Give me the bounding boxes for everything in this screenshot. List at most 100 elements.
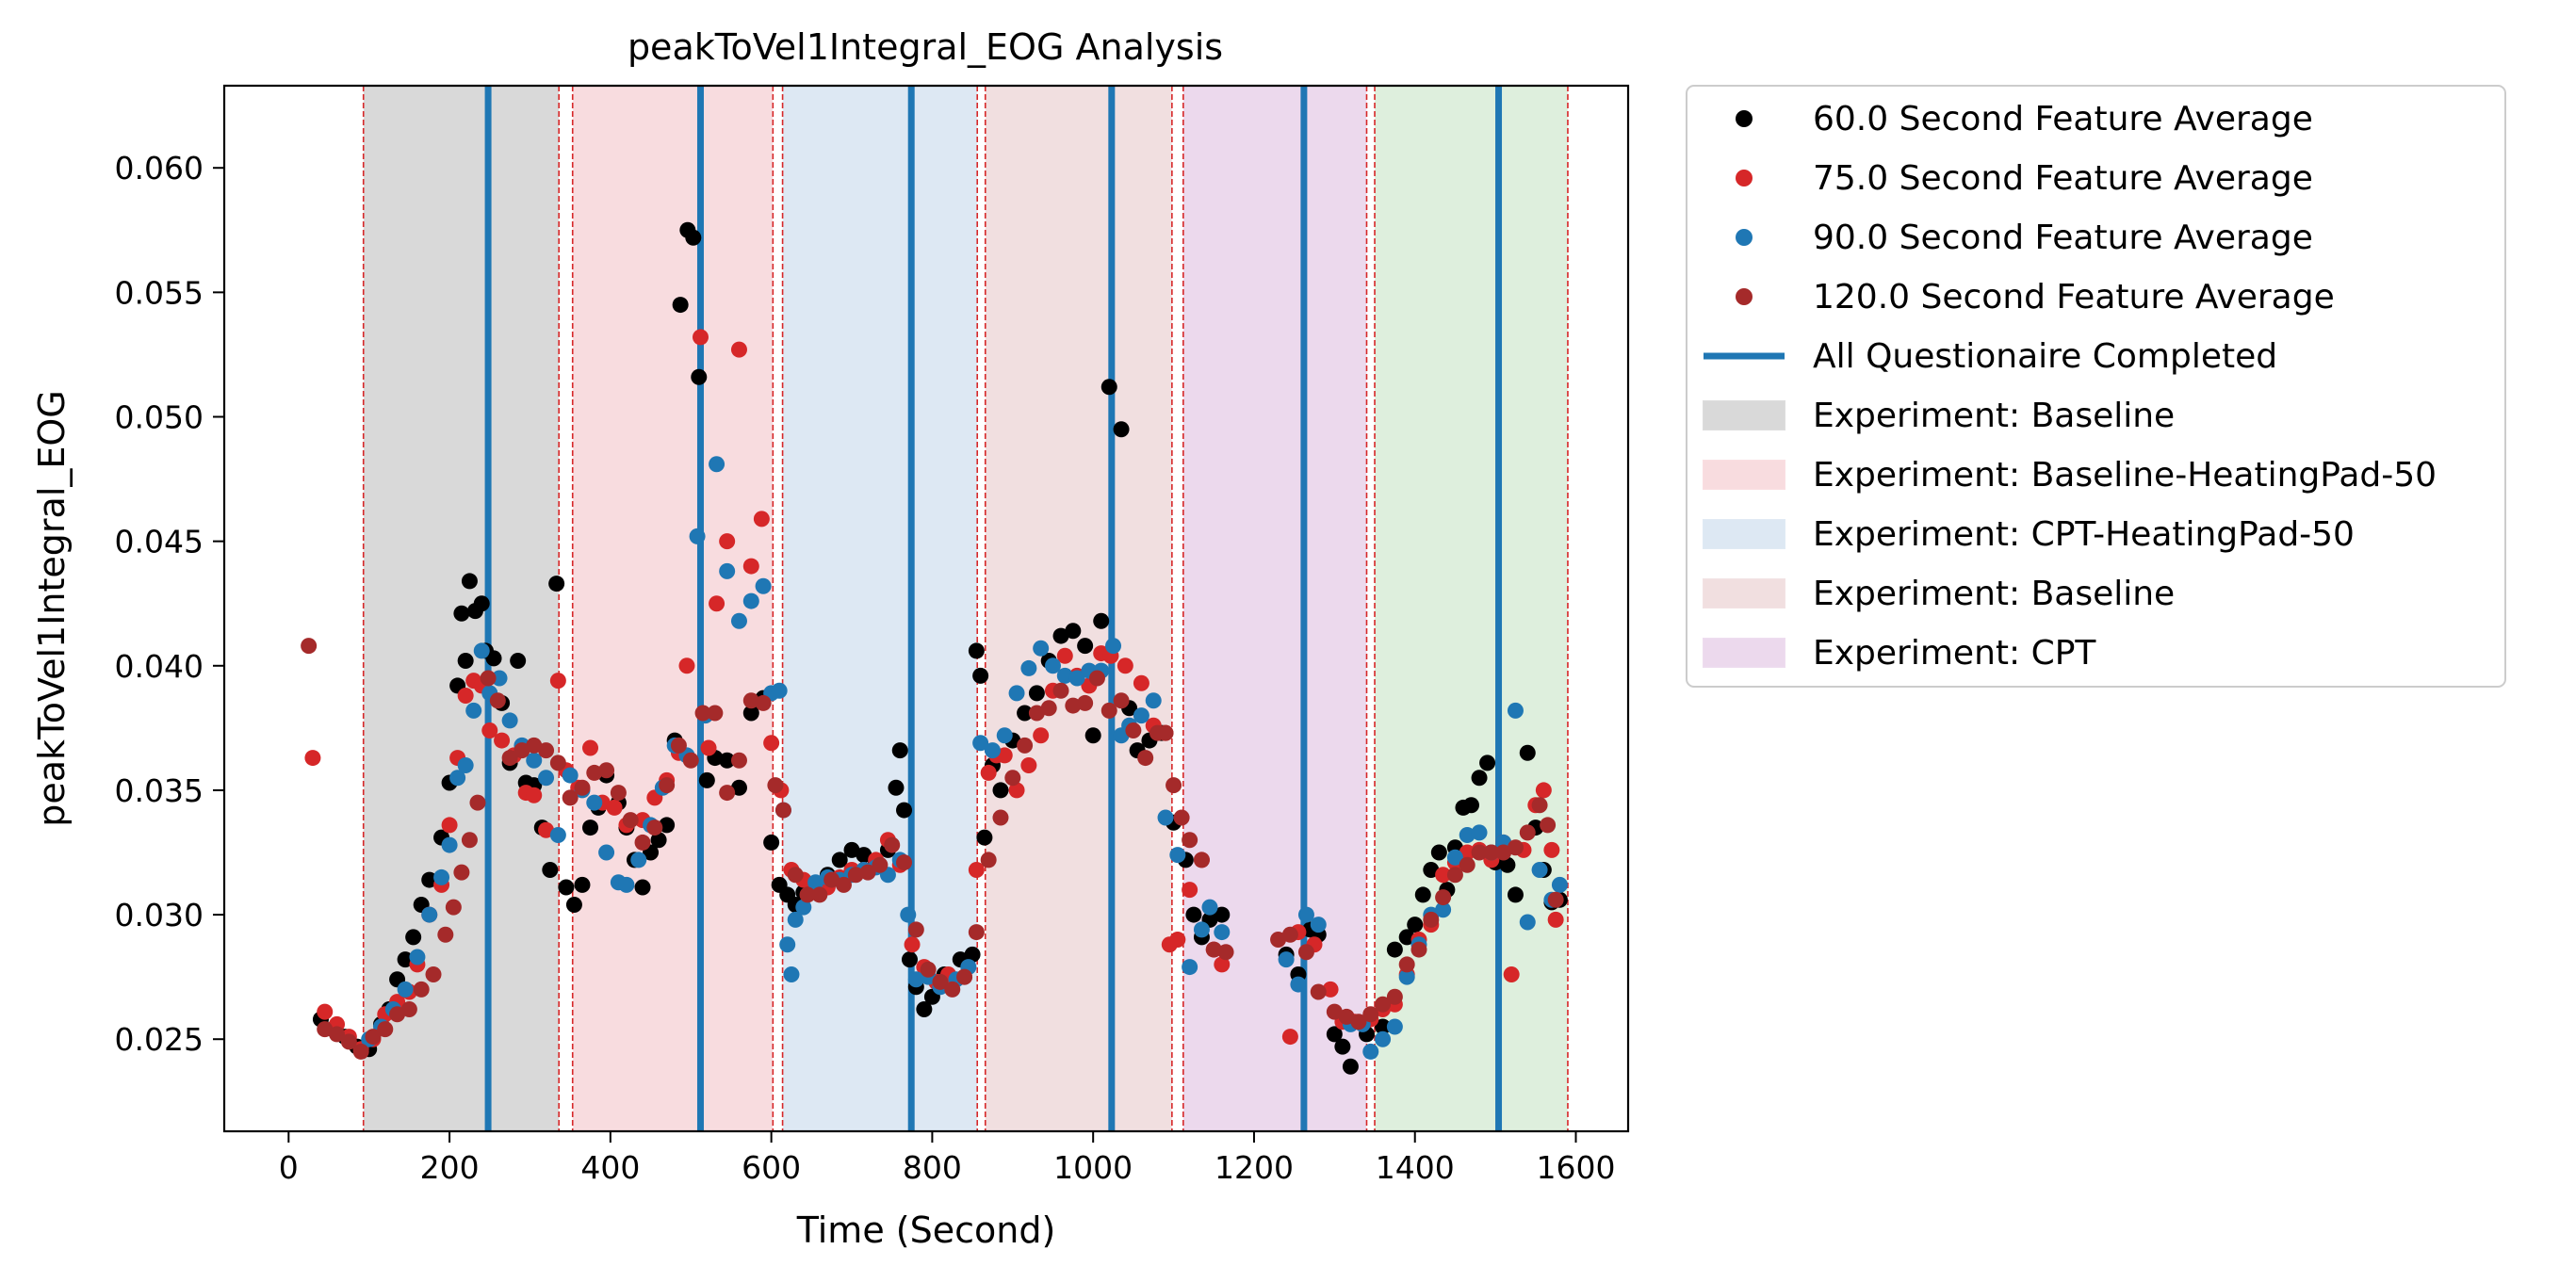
data-point: [730, 341, 747, 358]
data-point: [1297, 906, 1314, 923]
data-point: [1338, 1008, 1355, 1025]
data-point: [964, 946, 981, 963]
data-point: [779, 936, 796, 953]
data-point: [301, 638, 318, 655]
data-point: [1101, 702, 1117, 719]
data-point: [1020, 757, 1037, 773]
data-point: [1217, 944, 1234, 961]
data-point: [622, 812, 639, 829]
data-point: [856, 847, 872, 864]
data-point: [465, 702, 482, 719]
legend-patch-icon: [1703, 578, 1785, 609]
data-point: [1145, 692, 1162, 709]
data-point: [709, 595, 726, 612]
data-point: [692, 329, 709, 346]
data-point: [700, 739, 717, 756]
x-tick-label: 800: [903, 1149, 962, 1186]
data-point: [400, 1001, 417, 1017]
y-tick-label: 0.060: [115, 150, 204, 187]
data-point: [409, 949, 426, 966]
data-point: [1435, 889, 1452, 906]
data-point: [1052, 682, 1069, 699]
data-point: [413, 981, 430, 998]
x-tick-label: 200: [420, 1149, 480, 1186]
data-point: [340, 1033, 357, 1050]
data-point: [787, 911, 804, 928]
x-ticks: 0 200 400 600 800 1000 1200 1400 1600: [279, 1131, 1615, 1186]
data-point: [562, 789, 579, 806]
data-point: [1169, 847, 1186, 864]
data-point: [932, 973, 949, 990]
data-point: [549, 827, 566, 843]
data-point: [1471, 770, 1488, 787]
plot-frame: [222, 84, 1630, 1133]
data-point: [1446, 867, 1463, 884]
data-point: [968, 862, 985, 878]
data-point: [457, 688, 474, 704]
data-point: [1410, 941, 1427, 958]
data-point: [582, 820, 599, 836]
data-point: [634, 879, 651, 896]
data-point: [823, 871, 840, 888]
data-point: [742, 558, 759, 575]
data-point: [526, 737, 543, 754]
y-ticks: 0.025 0.030 0.035 0.040 0.045 0.050 0.055 0.060: [115, 150, 224, 1058]
legend-label: Experiment: CPT-HeatingPad-50: [1813, 515, 2355, 554]
x-tick-label: 1000: [1053, 1149, 1133, 1186]
y-tick-label: 0.035: [115, 772, 204, 809]
data-point: [1543, 841, 1560, 858]
data-point: [586, 794, 603, 811]
legend-marker-icon: [1736, 288, 1753, 305]
data-point: [1446, 849, 1463, 866]
data-point: [767, 777, 784, 794]
data-point: [1519, 824, 1536, 841]
data-point: [1362, 1006, 1379, 1023]
data-point: [968, 924, 985, 941]
data-point: [1386, 988, 1403, 1005]
data-point: [1068, 670, 1085, 687]
data-point: [670, 737, 687, 754]
data-point: [807, 874, 824, 891]
data-point: [1017, 737, 1034, 754]
data-point: [730, 779, 747, 796]
y-tick-label: 0.050: [115, 399, 204, 436]
data-point: [1020, 659, 1037, 676]
data-point: [461, 573, 478, 590]
data-point: [944, 981, 961, 998]
legend-label: 60.0 Second Feature Average: [1813, 100, 2313, 138]
legend-label: Experiment: Baseline: [1813, 575, 2175, 613]
data-point: [719, 752, 736, 769]
data-point: [755, 694, 772, 711]
data-point: [1459, 827, 1475, 843]
data-points: [301, 221, 1568, 1075]
data-point: [1519, 914, 1536, 931]
data-point: [480, 670, 497, 687]
data-point: [1495, 844, 1512, 861]
data-point: [1326, 1026, 1343, 1043]
legend-label: 90.0 Second Feature Average: [1813, 219, 2313, 257]
data-point: [1193, 852, 1210, 868]
data-point: [1182, 882, 1198, 899]
data-point: [405, 929, 422, 946]
data-point: [501, 712, 518, 729]
data-point: [1342, 1058, 1359, 1075]
data-point: [514, 742, 530, 759]
data-point: [1430, 844, 1447, 861]
legend-patch-icon: [1703, 638, 1785, 668]
data-point: [453, 605, 470, 622]
y-tick-label: 0.030: [115, 897, 204, 933]
data-point: [1435, 901, 1452, 918]
data-point: [542, 862, 559, 878]
data-point: [1205, 941, 1222, 958]
legend-label: 120.0 Second Feature Average: [1813, 278, 2335, 316]
data-point: [689, 527, 706, 544]
data-point: [972, 735, 989, 752]
data-point: [730, 752, 747, 769]
data-point: [397, 981, 414, 998]
data-point: [397, 951, 414, 968]
data-point: [1008, 782, 1025, 799]
data-point: [709, 456, 726, 473]
data-point: [549, 755, 566, 771]
data-point: [719, 562, 736, 579]
chart-title: peakToVel1Integral_EOG Analysis: [628, 26, 1223, 68]
